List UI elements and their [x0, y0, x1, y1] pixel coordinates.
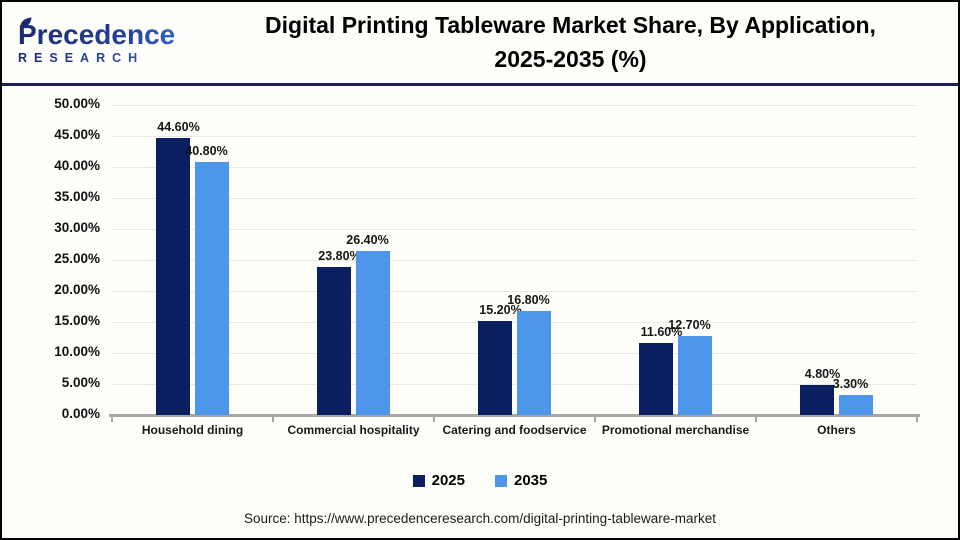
category-label-household-dining: Household dining — [141, 423, 244, 437]
legend-swatch-2025 — [412, 474, 425, 487]
x-axis-tick — [594, 415, 596, 422]
y-axis-label-15.00%: 15.00% — [54, 313, 100, 328]
bar-chart-plot-area: 0.00% 5.00% 10.00% 15.00% 20.00% 25.00% 30.00%… — [54, 96, 920, 437]
source-text: Source: https://www.precedenceresearch.c… — [244, 511, 716, 526]
logo-brand-text: Precedence — [18, 18, 176, 50]
legend-label-2035: 2035 — [514, 472, 548, 489]
legend: 2025 2035 — [2, 472, 958, 489]
legend-item-2025: 2025 — [412, 472, 465, 489]
chart-title-line2: 2025-2035 (%) — [494, 45, 647, 72]
gridline-20.00% — [112, 290, 917, 292]
y-axis-label-45.00%: 45.00% — [54, 127, 100, 142]
gridline-5.00% — [112, 383, 917, 385]
gridline-15.00% — [112, 321, 917, 323]
bar-value-label-2025-promotional-merchandise: 11.60% — [640, 325, 683, 339]
x-axis-tick — [111, 415, 113, 422]
bar-value-label-2025-commercial-hospitality: 23.80% — [318, 249, 361, 263]
bar-value-label-2025-household-dining: 44.60% — [157, 120, 200, 134]
bar-2025-catering-and-foodservice — [478, 321, 512, 415]
header: Precedence RESEARCH Digital Printing Tab… — [2, 2, 958, 83]
y-axis-label-25.00%: 25.00% — [54, 251, 100, 266]
gridline-30.00% — [112, 228, 917, 230]
logo-wordmark: Precedence — [18, 17, 213, 50]
bar-2025-promotional-merchandise — [639, 343, 673, 415]
brand-logo: Precedence RESEARCH — [2, 17, 213, 65]
legend-swatch-2035 — [495, 474, 507, 487]
gridline-40.00% — [112, 166, 917, 168]
bar-value-label-2035-household-dining: 40.80% — [185, 144, 228, 158]
category-label-commercial-hospitality: Commercial hospitality — [287, 423, 420, 437]
y-axis-label-50.00%: 50.00% — [54, 96, 100, 111]
bar-2035-promotional-merchandise — [678, 336, 712, 415]
y-axis-label-0.00%: 0.00% — [61, 406, 100, 421]
gridline-50.00% — [112, 104, 917, 106]
x-axis-tick — [433, 415, 435, 422]
bar-value-label-2035-others: 3.30% — [832, 377, 869, 391]
logo-subtext: RESEARCH — [18, 51, 213, 65]
bar-2025-household-dining — [156, 138, 190, 415]
y-axis-label-10.00%: 10.00% — [54, 344, 100, 359]
bar-2025-others — [800, 385, 834, 415]
y-axis-label-30.00%: 30.00% — [54, 220, 100, 235]
chart-title-line1: Digital Printing Tableware Market Share,… — [265, 12, 876, 39]
legend-item-2035: 2035 — [495, 472, 547, 489]
bar-value-label-2025-others: 4.80% — [804, 367, 841, 381]
gridline-10.00% — [112, 352, 917, 354]
y-axis-label-35.00%: 35.00% — [54, 189, 100, 204]
bar-2035-others — [839, 395, 873, 415]
x-axis-tick — [272, 415, 274, 422]
bar-value-label-2035-promotional-merchandise: 12.70% — [668, 318, 711, 332]
x-axis-line — [109, 414, 920, 417]
bar-2035-commercial-hospitality — [356, 251, 390, 415]
category-label-promotional-merchandise: Promotional merchandise — [601, 423, 750, 437]
gridline-35.00% — [112, 197, 917, 199]
page-title: Digital Printing Tableware Market Share,… — [213, 9, 958, 76]
bar-value-label-2035-commercial-hospitality: 26.40% — [346, 233, 389, 247]
x-axis-tick — [916, 415, 918, 422]
category-label-catering-and-foodservice: Catering and foodservice — [442, 423, 587, 437]
category-label-others: Others — [817, 423, 856, 437]
bar-value-label-2025-catering-and-foodservice: 15.20% — [479, 303, 522, 317]
bar-2025-commercial-hospitality — [317, 267, 351, 415]
leaf-icon — [20, 17, 32, 29]
y-axis-label-20.00%: 20.00% — [54, 282, 100, 297]
header-divider — [2, 83, 958, 86]
bar-value-label-2035-catering-and-foodservice: 16.80% — [507, 293, 550, 307]
y-axis-label-5.00%: 5.00% — [61, 375, 100, 390]
bar-2035-catering-and-foodservice — [517, 311, 551, 415]
gridline-25.00% — [112, 259, 917, 261]
bar-2035-household-dining — [195, 162, 229, 415]
gridline-45.00% — [112, 135, 917, 137]
legend-label-2025: 2025 — [431, 472, 465, 489]
x-axis-tick — [755, 415, 757, 422]
y-axis-label-40.00%: 40.00% — [54, 158, 100, 173]
